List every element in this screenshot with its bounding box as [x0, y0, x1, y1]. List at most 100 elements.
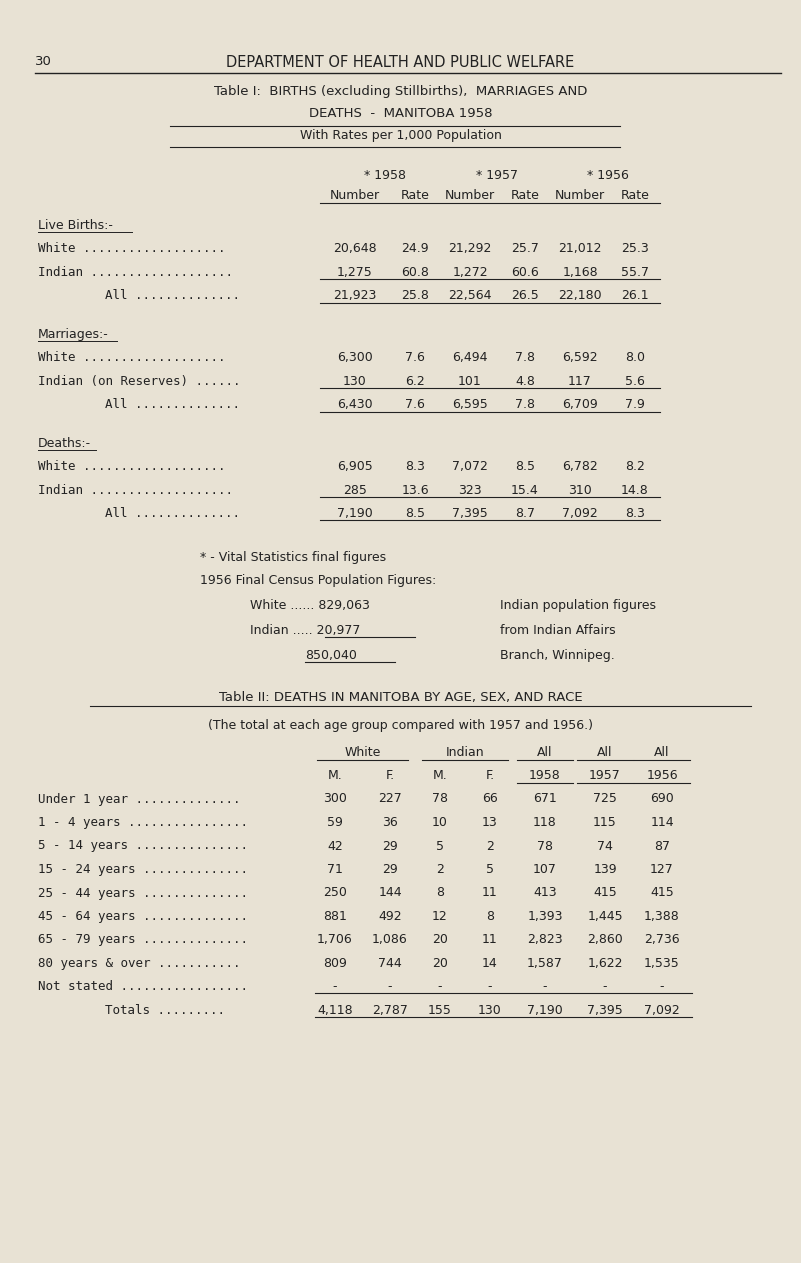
Text: 13: 13: [482, 816, 498, 829]
Text: 12: 12: [432, 911, 448, 923]
Text: 22,180: 22,180: [558, 289, 602, 303]
Text: All ..............: All ..............: [105, 508, 240, 520]
Text: Indian ..... 20,977: Indian ..... 20,977: [250, 624, 360, 637]
Text: 118: 118: [533, 816, 557, 829]
Text: 7,092: 7,092: [644, 1004, 680, 1017]
Text: 1,587: 1,587: [527, 957, 563, 970]
Text: 139: 139: [594, 863, 617, 877]
Text: 1956 Final Census Population Figures:: 1956 Final Census Population Figures:: [200, 573, 437, 587]
Text: 8.7: 8.7: [515, 508, 535, 520]
Text: Table II: DEATHS IN MANITOBA BY AGE, SEX, AND RACE: Table II: DEATHS IN MANITOBA BY AGE, SEX…: [219, 691, 582, 703]
Text: 492: 492: [378, 911, 402, 923]
Text: All: All: [654, 746, 670, 759]
Text: 25.7: 25.7: [511, 242, 539, 255]
Text: 74: 74: [597, 840, 613, 853]
Text: All ..............: All ..............: [105, 399, 240, 412]
Text: 809: 809: [323, 957, 347, 970]
Text: M.: M.: [433, 769, 448, 782]
Text: -: -: [332, 980, 337, 994]
Text: 144: 144: [378, 887, 402, 899]
Text: 7.9: 7.9: [625, 399, 645, 412]
Text: Rate: Rate: [400, 189, 429, 202]
Text: Indian (on Reserves) ......: Indian (on Reserves) ......: [38, 375, 240, 388]
Text: 8.0: 8.0: [625, 351, 645, 365]
Text: 30: 30: [35, 56, 52, 68]
Text: (The total at each age group compared with 1957 and 1956.): (The total at each age group compared wi…: [208, 719, 593, 733]
Text: -: -: [438, 980, 442, 994]
Text: 6,494: 6,494: [453, 351, 488, 365]
Text: 6,782: 6,782: [562, 461, 598, 474]
Text: 36: 36: [382, 816, 398, 829]
Text: 850,040: 850,040: [305, 649, 357, 662]
Text: 2,823: 2,823: [527, 933, 563, 946]
Text: 7,092: 7,092: [562, 508, 598, 520]
Text: 24.9: 24.9: [401, 242, 429, 255]
Text: 26.1: 26.1: [622, 289, 649, 303]
Text: -: -: [660, 980, 664, 994]
Text: 55.7: 55.7: [621, 266, 649, 279]
Text: 14: 14: [482, 957, 498, 970]
Text: 4,118: 4,118: [317, 1004, 352, 1017]
Text: 8.5: 8.5: [515, 461, 535, 474]
Text: 115: 115: [593, 816, 617, 829]
Text: 6,300: 6,300: [337, 351, 373, 365]
Text: 21,012: 21,012: [558, 242, 602, 255]
Text: -: -: [602, 980, 607, 994]
Text: 7,190: 7,190: [527, 1004, 563, 1017]
Text: 2: 2: [436, 863, 444, 877]
Text: White ...................: White ...................: [38, 351, 226, 365]
Text: Number: Number: [330, 189, 380, 202]
Text: 1,086: 1,086: [372, 933, 408, 946]
Text: F.: F.: [385, 769, 395, 782]
Text: 20,648: 20,648: [333, 242, 376, 255]
Text: 323: 323: [458, 484, 482, 498]
Text: 1,275: 1,275: [337, 266, 373, 279]
Text: 1957: 1957: [589, 769, 621, 782]
Text: 60.8: 60.8: [401, 266, 429, 279]
Text: -: -: [543, 980, 547, 994]
Text: Under 1 year ..............: Under 1 year ..............: [38, 792, 240, 806]
Text: 1 - 4 years ................: 1 - 4 years ................: [38, 816, 248, 829]
Text: M.: M.: [328, 769, 342, 782]
Text: 71: 71: [327, 863, 343, 877]
Text: 1,622: 1,622: [587, 957, 622, 970]
Text: Number: Number: [445, 189, 495, 202]
Text: Table I:  BIRTHS (excluding Stillbirths),  MARRIAGES AND: Table I: BIRTHS (excluding Stillbirths),…: [214, 85, 587, 99]
Text: 1,706: 1,706: [317, 933, 353, 946]
Text: 7.8: 7.8: [515, 399, 535, 412]
Text: Deaths:-: Deaths:-: [38, 437, 91, 450]
Text: 107: 107: [533, 863, 557, 877]
Text: 300: 300: [323, 792, 347, 806]
Text: 22,564: 22,564: [449, 289, 492, 303]
Text: Not stated .................: Not stated .................: [38, 980, 248, 994]
Text: Indian ...................: Indian ...................: [38, 266, 233, 279]
Text: 8: 8: [486, 911, 494, 923]
Text: All ..............: All ..............: [105, 289, 240, 303]
Text: 1,388: 1,388: [644, 911, 680, 923]
Text: 285: 285: [343, 484, 367, 498]
Text: 25.8: 25.8: [401, 289, 429, 303]
Text: -: -: [388, 980, 392, 994]
Text: 5.6: 5.6: [625, 375, 645, 388]
Text: 5: 5: [436, 840, 444, 853]
Text: Marriages:-: Marriages:-: [38, 328, 109, 341]
Text: 8.2: 8.2: [625, 461, 645, 474]
Text: from Indian Affairs: from Indian Affairs: [500, 624, 616, 637]
Text: 690: 690: [650, 792, 674, 806]
Text: * - Vital Statistics final figures: * - Vital Statistics final figures: [200, 551, 386, 565]
Text: White ...................: White ...................: [38, 242, 226, 255]
Text: 101: 101: [458, 375, 482, 388]
Text: 21,292: 21,292: [449, 242, 492, 255]
Text: 8.3: 8.3: [405, 461, 425, 474]
Text: 2,787: 2,787: [372, 1004, 408, 1017]
Text: 1958: 1958: [529, 769, 561, 782]
Text: 310: 310: [568, 484, 592, 498]
Text: 671: 671: [533, 792, 557, 806]
Text: 1956: 1956: [646, 769, 678, 782]
Text: 8: 8: [436, 887, 444, 899]
Text: 11: 11: [482, 933, 498, 946]
Text: White: White: [344, 746, 380, 759]
Text: 80 years & over ...........: 80 years & over ...........: [38, 957, 240, 970]
Text: 744: 744: [378, 957, 402, 970]
Text: 127: 127: [650, 863, 674, 877]
